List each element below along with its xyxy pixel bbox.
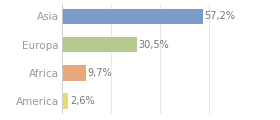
Text: 9,7%: 9,7%	[87, 68, 112, 78]
Bar	[62, 9, 202, 24]
Bar	[62, 37, 137, 52]
Text: 57,2%: 57,2%	[204, 11, 235, 21]
Text: 2,6%: 2,6%	[70, 96, 95, 106]
Bar	[62, 93, 68, 109]
Text: 30,5%: 30,5%	[139, 40, 169, 50]
Bar	[62, 65, 85, 81]
